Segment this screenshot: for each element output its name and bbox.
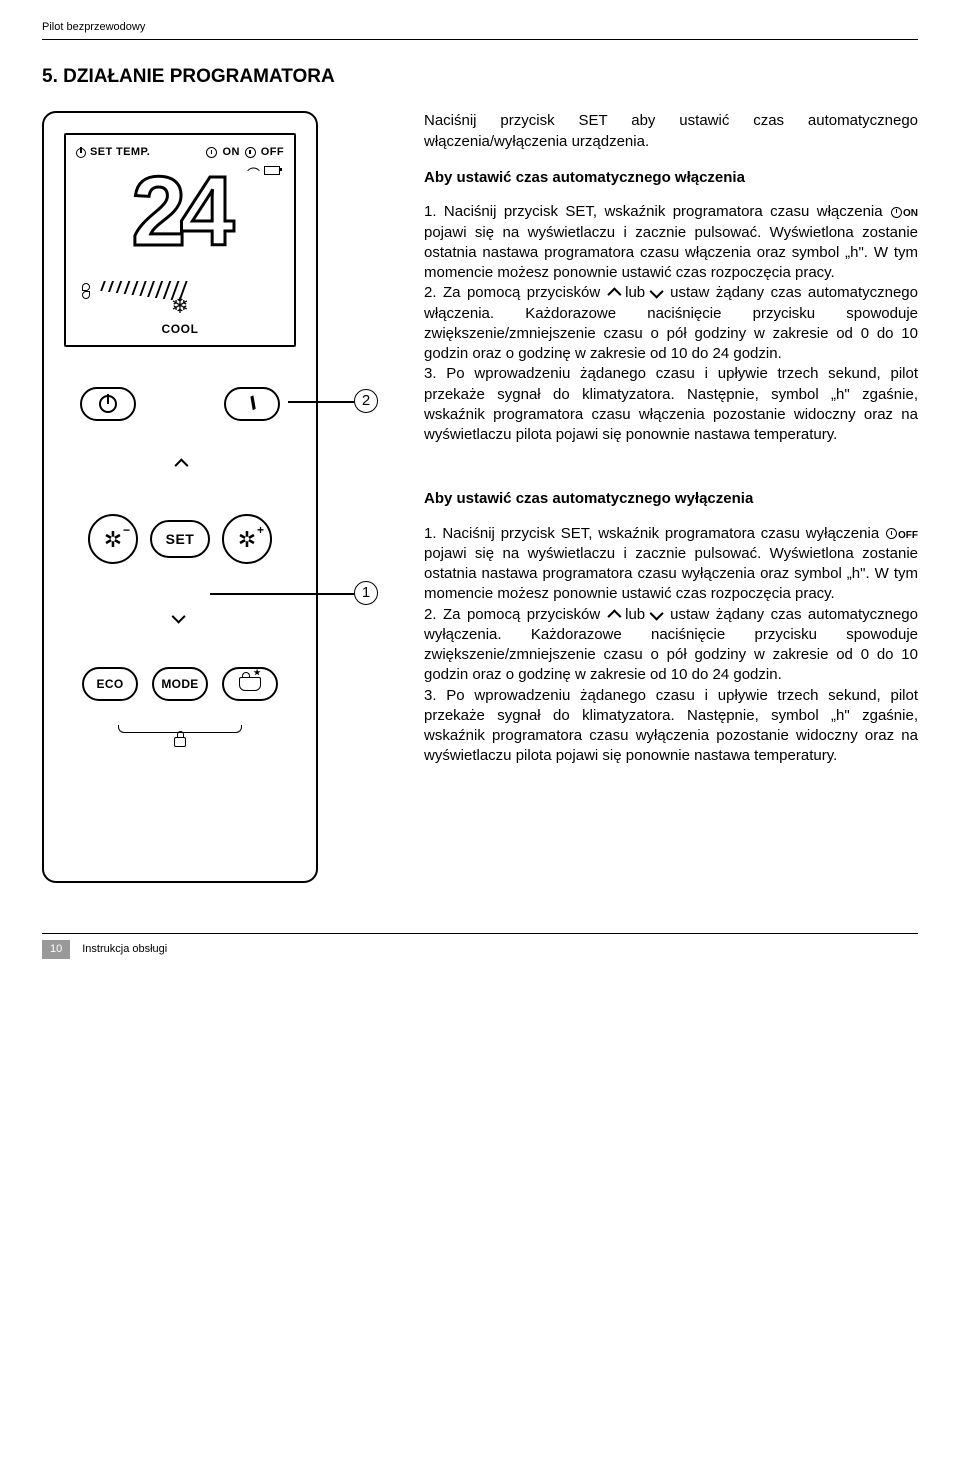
off-heading: Aby ustawić czas automatycznego wyłączen… (424, 489, 918, 509)
battery-icon (264, 166, 280, 175)
lead-line-2 (288, 401, 354, 403)
page-footer: 10 Instrukcja obsługi (42, 933, 918, 959)
lead-line-1 (210, 593, 354, 595)
running-header: Pilot bezprzewodowy (42, 20, 918, 35)
mode-label: COOL (161, 321, 198, 337)
clock-off-icon (886, 528, 897, 539)
sleep-icon (239, 677, 261, 691)
intro-text: Naciśnij przycisk SET aby ustawić czas a… (424, 111, 918, 152)
up-button[interactable] (175, 447, 185, 477)
mode-button[interactable]: MODE (152, 667, 208, 701)
remote-outline: SET TEMP. ON OFF 24 (42, 111, 318, 883)
eco-button[interactable]: ECO (82, 667, 138, 701)
down-button[interactable] (175, 602, 185, 632)
mode-icon: ❄ (171, 295, 189, 317)
signal-icon (246, 165, 260, 175)
footer-label: Instrukcja obsługi (82, 942, 167, 957)
off-steps: 1. Naciśnij przycisk SET, wskaźnik progr… (424, 524, 918, 767)
dpad: ✲ − ✲ + SET (92, 451, 268, 627)
fan-minus-button[interactable]: ✲ − (88, 514, 138, 564)
power-icon (99, 395, 117, 413)
callout-1: 1 (354, 581, 378, 605)
on-heading: Aby ustawić czas automatycznego włączeni… (424, 168, 918, 188)
clock-off-icon (245, 147, 256, 158)
callout-2: 2 (354, 389, 378, 413)
swing-button[interactable]: /// (224, 387, 280, 421)
header-rule (42, 39, 918, 40)
section-title: 5. DZIAŁANIE PROGRAMATORA (42, 64, 918, 90)
remote-diagram: SET TEMP. ON OFF 24 (42, 111, 394, 883)
lcd-display: SET TEMP. ON OFF 24 (64, 133, 296, 347)
fan-icon: ✲ (104, 525, 122, 555)
clock-on-icon (891, 207, 902, 218)
lock-icon (174, 737, 186, 747)
fan-plus-button[interactable]: ✲ + (222, 514, 272, 564)
power-icon (76, 148, 86, 158)
fan-speed-icon (78, 283, 94, 299)
set-button[interactable]: SET (150, 520, 210, 558)
sleep-button[interactable] (222, 667, 278, 701)
power-button[interactable] (80, 387, 136, 421)
temperature-digits: 24 (76, 172, 284, 258)
instructions-column: Naciśnij przycisk SET aby ustawić czas a… (424, 111, 918, 782)
timer-off-label: OFF (261, 145, 284, 160)
lock-bracket (118, 725, 242, 753)
swing-icon: /// (245, 393, 258, 416)
on-steps: 1. Naciśnij przycisk SET, wskaźnik progr… (424, 202, 918, 445)
page-number: 10 (42, 940, 70, 959)
fan-icon: ✲ (238, 525, 256, 555)
